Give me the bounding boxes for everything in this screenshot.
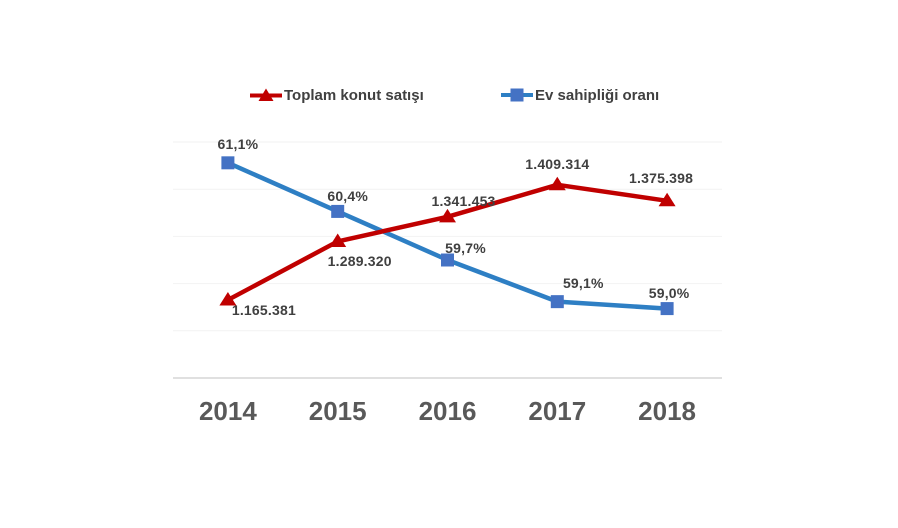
data-label: 59,7%	[445, 240, 486, 256]
data-label: 1.341.453	[431, 192, 496, 209]
legend-label-home-ownership-rate: Ev sahipliği oranı	[535, 86, 660, 104]
data-point-marker-triangle	[329, 233, 347, 247]
legend-item-home-ownership-rate: Ev sahipliği oranı	[501, 84, 659, 106]
legend: Toplam konut satışı Ev sahipliği oranı	[0, 84, 898, 106]
legend-square-marker-icon	[501, 88, 533, 102]
data-label: 1.289.320	[327, 253, 392, 270]
data-label: 1.409.314	[525, 155, 590, 172]
data-point-marker-square	[660, 302, 674, 316]
x-axis-label-2018: 2018	[638, 396, 697, 426]
legend-triangle-marker-icon	[250, 88, 282, 101]
data-point-marker-triangle	[548, 176, 566, 191]
data-point-marker-triangle	[439, 208, 456, 223]
x-axis-label-2014: 2014	[198, 396, 257, 426]
data-point-marker-square	[221, 156, 235, 170]
data-label: 59,0%	[648, 284, 690, 301]
data-point-marker-square	[550, 295, 564, 309]
data-label: 1.165.381	[231, 301, 296, 318]
data-label: 59,1%	[562, 274, 604, 291]
data-label: 1.375.398	[629, 169, 694, 186]
data-label: 61,1%	[217, 135, 259, 152]
data-point-marker-triangle	[219, 291, 237, 306]
legend-item-total-housing-sales: Toplam konut satışı	[250, 84, 424, 106]
x-axis-label-2016: 2016	[418, 396, 477, 426]
data-point-marker-triangle	[658, 192, 676, 207]
data-point-marker-square	[441, 253, 454, 267]
legend-label-total-housing-sales: Toplam konut satışı	[284, 86, 424, 104]
data-label: 60,4%	[327, 188, 369, 205]
x-axis-label-2017: 2017	[528, 396, 587, 426]
data-point-marker-square	[331, 204, 345, 218]
x-axis-label-2015: 2015	[308, 396, 367, 426]
